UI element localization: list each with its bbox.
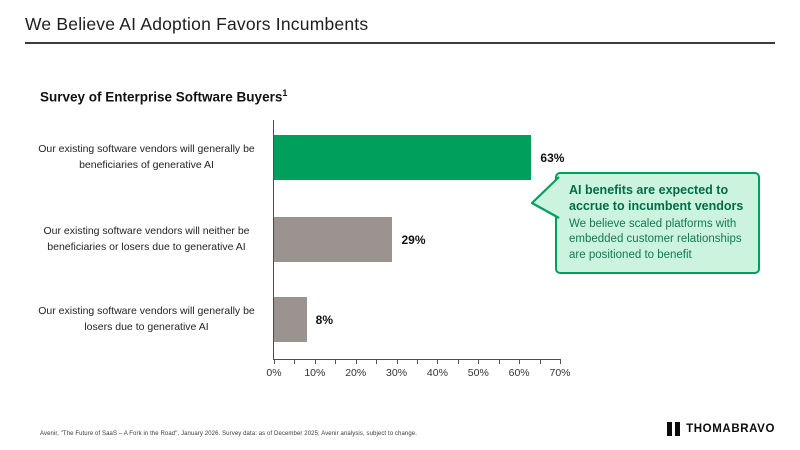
callout-title: AI benefits are expected to accrue to in… <box>569 183 744 214</box>
x-axis-tick <box>376 359 378 364</box>
x-axis-tick <box>478 359 480 364</box>
bar-category-label: Our existing software vendors will neith… <box>43 225 250 253</box>
page-title: We Believe AI Adoption Favors Incumbents <box>25 14 369 34</box>
bar-category-label: Our existing software vendors will gener… <box>38 305 255 333</box>
bar-category-labels: Our existing software vendors will gener… <box>28 120 265 360</box>
callout-body: We believe scaled platforms with embedde… <box>569 217 742 261</box>
x-axis-tick <box>335 359 337 364</box>
x-axis-tick <box>437 359 439 364</box>
x-axis-tick-label: 20% <box>345 367 367 379</box>
bar-value-label: 63% <box>540 150 565 165</box>
bar <box>274 217 393 262</box>
thoma-bravo-logo-mark-icon <box>666 422 681 436</box>
x-axis-tick-label: 50% <box>467 367 489 379</box>
bar-chart-plot: 63% 29% 8% 0% 10% 20% 30% 40% 50% 60% 70% <box>266 120 571 379</box>
callout-tail-icon <box>530 176 560 219</box>
x-axis-tick <box>519 359 521 364</box>
thoma-bravo-logo: THOMABRAVO <box>666 422 775 436</box>
x-axis-tick <box>457 359 459 364</box>
x-axis-tick-label: 0% <box>266 367 282 379</box>
x-axis-tick <box>294 359 296 364</box>
callout-bubble: AI benefits are expected to accrue to in… <box>530 172 760 275</box>
bar-value-label: 29% <box>401 232 426 247</box>
thoma-bravo-logo-text: THOMABRAVO <box>686 423 775 435</box>
x-axis-tick <box>417 359 418 364</box>
x-axis-tick-label: 60% <box>508 367 530 379</box>
x-axis-tick <box>274 359 275 364</box>
x-axis-tick <box>355 359 357 364</box>
x-axis-tick <box>498 359 500 364</box>
x-axis-tick <box>314 359 316 364</box>
bar <box>274 297 307 342</box>
x-axis-tick <box>560 359 561 364</box>
bar-value-label: 8% <box>315 312 334 327</box>
chart-title-text: Survey of Enterprise Software Buyers <box>40 89 283 105</box>
title-underline <box>25 42 775 44</box>
x-axis-tick <box>396 359 398 364</box>
source-footnote: Avenir, "The Future of SaaS – A Fork in … <box>40 431 417 437</box>
x-axis-tick-label: 40% <box>426 367 448 379</box>
x-axis-tick <box>539 359 541 364</box>
x-axis-tick-label: 30% <box>386 367 408 379</box>
x-axis-tick-label: 70% <box>549 367 571 379</box>
bar <box>274 135 532 180</box>
x-axis-tick-label: 10% <box>304 367 326 379</box>
bar-category-label: Our existing software vendors will gener… <box>38 143 255 171</box>
chart-title-footnote-marker: 1 <box>282 88 288 98</box>
chart-title: Survey of Enterprise Software Buyers1 <box>40 88 287 105</box>
